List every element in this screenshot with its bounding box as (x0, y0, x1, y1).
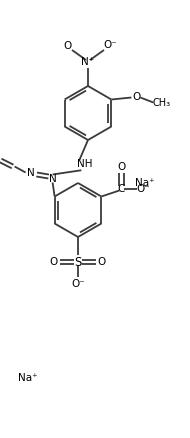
Text: N: N (27, 167, 35, 177)
Text: N⁺: N⁺ (81, 57, 95, 67)
Text: O: O (64, 41, 72, 51)
Text: NH: NH (77, 159, 92, 169)
Text: CH₃: CH₃ (152, 99, 170, 109)
Text: O⁻: O⁻ (103, 40, 117, 50)
Text: C: C (118, 184, 125, 194)
Text: O: O (50, 257, 58, 267)
Text: O: O (98, 257, 106, 267)
Text: O⁻: O⁻ (71, 279, 85, 289)
Text: O: O (117, 162, 126, 172)
Text: N: N (49, 173, 56, 184)
Text: O: O (132, 92, 141, 102)
Text: Na⁺: Na⁺ (135, 178, 155, 188)
Text: O⁻: O⁻ (136, 184, 150, 194)
Text: Na⁺: Na⁺ (18, 373, 38, 383)
Text: S: S (74, 255, 82, 268)
